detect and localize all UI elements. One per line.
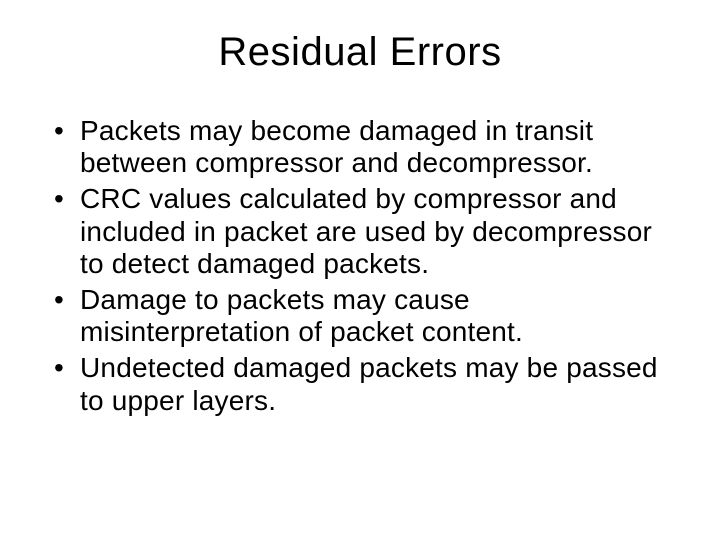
bullet-item: CRC values calculated by compressor and …	[50, 183, 680, 280]
bullet-item: Damage to packets may cause misinterpret…	[50, 284, 680, 348]
slide-container: Residual Errors Packets may become damag…	[0, 0, 720, 540]
bullet-list: Packets may become damaged in transit be…	[50, 115, 680, 417]
slide-title: Residual Errors	[40, 30, 680, 75]
bullet-item: Packets may become damaged in transit be…	[50, 115, 680, 179]
bullet-item: Undetected damaged packets may be passed…	[50, 352, 680, 416]
